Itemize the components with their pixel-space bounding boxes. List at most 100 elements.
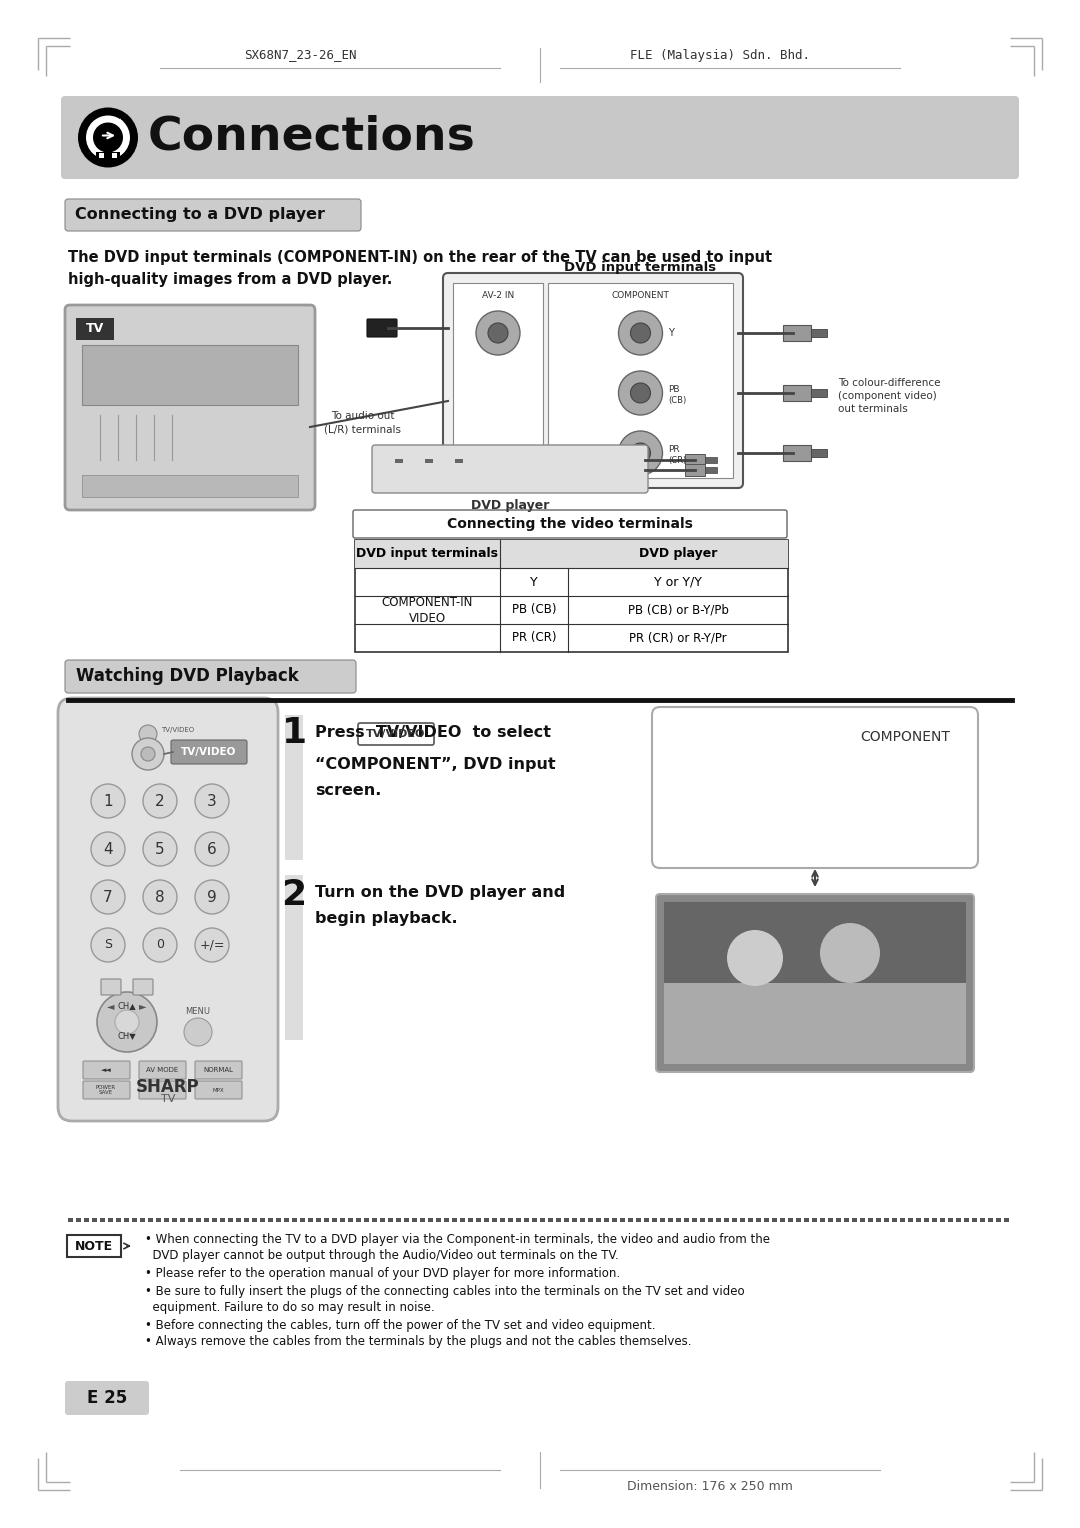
Bar (195, 1218, 201, 1222)
Circle shape (91, 880, 125, 914)
Circle shape (141, 747, 156, 761)
Text: 3: 3 (207, 793, 217, 808)
Text: TV/VIDEO: TV/VIDEO (161, 727, 194, 733)
FancyBboxPatch shape (353, 510, 787, 538)
Bar (596, 1218, 600, 1222)
Bar (524, 1218, 529, 1222)
Text: TV/VIDEO: TV/VIDEO (181, 747, 237, 756)
Bar (612, 1218, 617, 1222)
FancyBboxPatch shape (443, 274, 743, 487)
Bar (724, 1218, 729, 1222)
FancyBboxPatch shape (357, 723, 434, 746)
Bar (556, 1218, 561, 1222)
Bar (436, 1218, 441, 1222)
Text: DVD player cannot be output through the Audio/Video out terminals on the TV.: DVD player cannot be output through the … (145, 1248, 619, 1262)
Bar (244, 1218, 249, 1222)
Bar (420, 1218, 426, 1222)
Bar (772, 1218, 777, 1222)
Bar (820, 1218, 825, 1222)
Text: equipment. Failure to do so may result in noise.: equipment. Failure to do so may result i… (145, 1300, 434, 1314)
Bar (156, 1218, 161, 1222)
Bar (948, 1218, 953, 1222)
Bar (180, 1218, 185, 1222)
Circle shape (93, 122, 123, 153)
Text: MPX: MPX (212, 1088, 224, 1093)
Bar (124, 1218, 129, 1222)
Circle shape (195, 927, 229, 963)
Bar (644, 1218, 649, 1222)
Bar (620, 1218, 625, 1222)
FancyBboxPatch shape (83, 1080, 130, 1099)
FancyBboxPatch shape (372, 445, 648, 494)
Circle shape (820, 923, 880, 983)
Circle shape (488, 322, 508, 342)
Bar (148, 1218, 153, 1222)
Circle shape (631, 384, 650, 403)
Bar (484, 1218, 489, 1222)
Text: • Please refer to the operation manual of your DVD player for more information.: • Please refer to the operation manual o… (145, 1267, 620, 1280)
Text: 7: 7 (104, 889, 112, 905)
Bar (260, 1218, 265, 1222)
Circle shape (631, 443, 650, 463)
Bar (843, 1218, 849, 1222)
Text: “COMPONENT”, DVD input: “COMPONENT”, DVD input (315, 756, 555, 772)
Bar (588, 1218, 593, 1222)
FancyBboxPatch shape (65, 306, 315, 510)
FancyBboxPatch shape (367, 319, 397, 338)
Bar (669, 1218, 673, 1222)
Text: E 25: E 25 (86, 1389, 127, 1407)
Text: Turn on the DVD player and: Turn on the DVD player and (315, 885, 565, 900)
Text: To colour-difference
(component video)
out terminals: To colour-difference (component video) o… (838, 377, 941, 414)
Bar (132, 1218, 137, 1222)
Bar (980, 1218, 985, 1222)
Bar (220, 1218, 225, 1222)
FancyBboxPatch shape (133, 979, 153, 995)
Bar (532, 1218, 537, 1222)
Bar (540, 1218, 545, 1222)
Bar (476, 1218, 481, 1222)
Text: TV: TV (161, 1094, 175, 1105)
Circle shape (114, 1010, 139, 1034)
Bar (76, 318, 114, 341)
Text: 2: 2 (156, 793, 165, 808)
Bar (548, 283, 733, 478)
Text: PR: PR (669, 445, 680, 454)
Bar (364, 1218, 369, 1222)
Text: high-quality images from a DVD player.: high-quality images from a DVD player. (68, 272, 392, 287)
Text: PB (CB): PB (CB) (512, 604, 556, 616)
Bar (716, 1218, 721, 1222)
Bar (811, 329, 827, 338)
FancyBboxPatch shape (656, 894, 974, 1073)
Text: Y: Y (669, 329, 674, 338)
Bar (885, 1218, 889, 1222)
Bar (444, 1218, 449, 1222)
FancyBboxPatch shape (60, 96, 1020, 179)
Text: (CR): (CR) (669, 457, 687, 466)
Text: 5: 5 (156, 842, 165, 857)
Text: DVD player: DVD player (471, 500, 550, 512)
Bar (916, 1218, 921, 1222)
Bar (705, 468, 717, 474)
Text: Connections: Connections (148, 115, 476, 160)
Circle shape (91, 833, 125, 866)
Bar (300, 1218, 305, 1222)
Bar (99, 153, 104, 157)
Circle shape (132, 738, 164, 770)
Bar (604, 1218, 609, 1222)
Bar (84, 1218, 89, 1222)
Circle shape (143, 927, 177, 963)
Bar (324, 1218, 329, 1222)
Bar (92, 1218, 97, 1222)
Text: CH▼: CH▼ (118, 1031, 136, 1041)
Bar (140, 1218, 145, 1222)
Text: ✦: ✦ (117, 118, 123, 125)
Text: • Always remove the cables from the terminals by the plugs and not the cables th: • Always remove the cables from the term… (145, 1335, 691, 1348)
Text: CH▲: CH▲ (118, 1001, 136, 1010)
Bar (564, 1218, 569, 1222)
Bar (988, 1218, 993, 1222)
Bar (780, 1218, 785, 1222)
Bar (804, 1218, 809, 1222)
Bar (748, 1218, 753, 1222)
Text: Dimension: 176 x 250 mm: Dimension: 176 x 250 mm (627, 1479, 793, 1493)
FancyBboxPatch shape (195, 1060, 242, 1079)
